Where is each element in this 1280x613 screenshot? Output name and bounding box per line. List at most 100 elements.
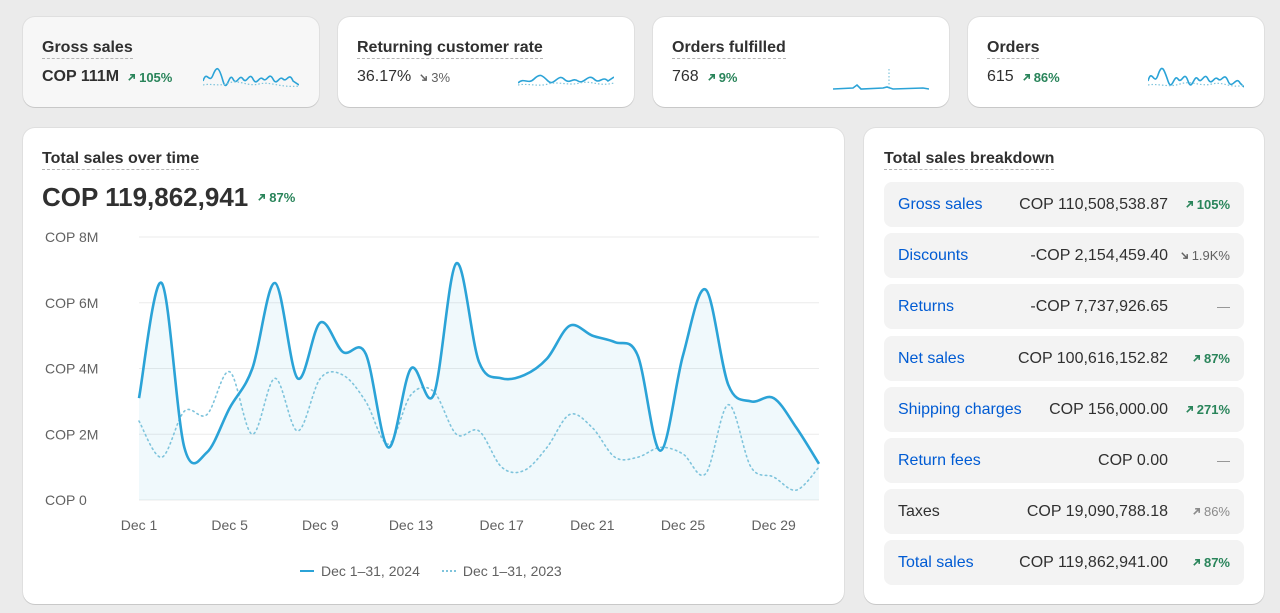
breakdown-label[interactable]: Return fees — [898, 451, 981, 469]
sparkline — [833, 69, 929, 90]
breakdown-value: -COP 2,154,459.40 — [1030, 246, 1168, 264]
y-tick-label: COP 4M — [45, 361, 98, 377]
breakdown-delta-value: 87% — [1203, 351, 1230, 366]
breakdown-label[interactable]: Net sales — [898, 349, 965, 367]
arrow-up-right-icon — [128, 73, 136, 81]
breakdown-delta-value: — — [1217, 299, 1230, 314]
y-tick-label: COP 6M — [45, 295, 98, 311]
breakdown-delta: 87% — [1168, 351, 1230, 366]
y-tick-label: COP 0 — [45, 492, 87, 508]
x-tick-label: Dec 1 — [121, 517, 158, 533]
sparkline — [518, 74, 614, 86]
kpi-title[interactable]: Orders fulfilled — [672, 39, 786, 59]
breakdown-label[interactable]: Shipping charges — [898, 400, 1022, 418]
arrow-up-right-icon — [1193, 354, 1200, 362]
arrow-down-right-icon — [1180, 252, 1188, 259]
y-tick-label: COP 2M — [45, 426, 98, 442]
kpi-delta: 9% — [707, 70, 738, 85]
breakdown-label: Taxes — [898, 502, 940, 520]
sales-total-delta: 87% — [257, 190, 295, 205]
breakdown-row: Total sales COP 119,862,941.00 87% — [884, 540, 1244, 585]
x-tick-label: Dec 21 — [570, 517, 615, 533]
breakdown-label[interactable]: Discounts — [898, 246, 969, 264]
breakdown-delta: 105% — [1168, 197, 1230, 212]
kpi-value: 615 — [987, 68, 1014, 85]
breakdown-delta-value: 1.9K% — [1191, 248, 1230, 263]
breakdown-delta-value: 86% — [1203, 504, 1230, 519]
breakdown-label[interactable]: Total sales — [898, 553, 974, 571]
sales-total-delta-value: 87% — [269, 190, 296, 205]
kpi-title[interactable]: Returning customer rate — [357, 39, 543, 59]
previous-series-line — [138, 370, 820, 492]
breakdown-row: Shipping charges COP 156,000.00 271% — [884, 387, 1244, 432]
kpi-delta: 86% — [1022, 70, 1060, 85]
sparkline — [203, 68, 299, 87]
sales-chart-card: Total sales over time COP 119,862,941 87… — [23, 128, 844, 604]
arrow-up-right-icon — [1193, 507, 1200, 515]
breakdown-delta-value: 87% — [1203, 555, 1230, 570]
kpi-delta: 3% — [419, 70, 450, 85]
breakdown-row: Returns -COP 7,737,926.65 — — [884, 284, 1244, 329]
x-tick-label: Dec 25 — [661, 517, 706, 533]
kpi-delta-value: 9% — [718, 69, 738, 85]
kpi-delta: 105% — [127, 70, 172, 85]
breakdown-delta-value: 105% — [1196, 197, 1230, 212]
arrow-down-right-icon — [420, 73, 428, 81]
breakdown-label[interactable]: Gross sales — [898, 195, 983, 213]
arrow-up-right-icon — [258, 193, 266, 201]
breakdown-value: -COP 7,737,926.65 — [1030, 297, 1168, 315]
chart-legend: Dec 1–31, 2024 Dec 1–31, 2023 — [300, 563, 562, 579]
sales-total-value: COP 119,862,941 — [42, 182, 249, 212]
kpi-card-returning-customer-rate[interactable]: Returning customer rate 36.17% 3% — [338, 17, 634, 107]
kpi-title[interactable]: Orders — [987, 39, 1040, 59]
sales-line-chart: COP 0 COP 2M COP 4M COP 6M COP 8M Dec 1 Dec 5… — [45, 229, 821, 533]
arrow-up-right-icon — [1185, 200, 1193, 208]
x-tick-label: Dec 5 — [211, 517, 248, 533]
breakdown-row: Discounts -COP 2,154,459.40 1.9K% — [884, 233, 1244, 278]
arrow-up-right-icon — [707, 73, 715, 81]
kpi-delta-value: 105% — [139, 69, 173, 85]
x-tick-label: Dec 13 — [389, 517, 434, 533]
breakdown-delta: — — [1168, 453, 1230, 468]
breakdown-delta-value: 271% — [1196, 402, 1230, 417]
breakdown-row: Return fees COP 0.00 — — [884, 438, 1244, 483]
legend-previous-label[interactable]: Dec 1–31, 2023 — [462, 563, 562, 579]
kpi-value: 768 — [672, 68, 699, 85]
kpi-card-gross-sales[interactable]: Gross sales COP 111M 105% — [23, 17, 319, 107]
x-tick-label: Dec 17 — [479, 517, 524, 533]
breakdown-delta: 87% — [1168, 555, 1230, 570]
breakdown-delta: — — [1168, 299, 1230, 314]
breakdown-delta: 86% — [1168, 504, 1230, 519]
breakdown-label[interactable]: Returns — [898, 297, 955, 315]
legend-current-label[interactable]: Dec 1–31, 2024 — [321, 563, 420, 579]
kpi-delta-value: 86% — [1033, 69, 1060, 85]
arrow-up-right-icon — [1193, 558, 1200, 566]
kpi-card-orders-fulfilled[interactable]: Orders fulfilled 768 9% — [653, 17, 949, 107]
arrow-up-right-icon — [1185, 405, 1193, 413]
breakdown-value: COP 110,508,538.87 — [1019, 195, 1168, 213]
sales-breakdown-card: Total sales breakdown Gross sales COP 110… — [864, 128, 1264, 604]
breakdown-row: Net sales COP 100,616,152.82 87% — [884, 336, 1244, 381]
kpi-value: 36.17% — [357, 68, 412, 85]
x-tick-label: Dec 29 — [751, 517, 796, 533]
breakdown-row: Taxes COP 19,090,788.18 86% — [884, 489, 1244, 534]
arrow-up-right-icon — [1022, 73, 1030, 81]
breakdown-value: COP 100,616,152.82 — [1017, 349, 1168, 367]
breakdown-value: COP 119,862,941.00 — [1019, 553, 1168, 571]
kpi-title[interactable]: Gross sales — [42, 39, 133, 59]
breakdown-delta: 1.9K% — [1168, 248, 1230, 263]
breakdown-delta: 271% — [1168, 402, 1230, 417]
kpi-delta-value: 3% — [431, 69, 451, 85]
breakdown-value: COP 19,090,788.18 — [1026, 502, 1168, 520]
breakdown-title[interactable]: Total sales breakdown — [884, 150, 1055, 170]
breakdown-value: COP 0.00 — [1098, 451, 1168, 469]
kpi-card-orders[interactable]: Orders 615 86% — [968, 17, 1264, 107]
sales-chart-title[interactable]: Total sales over time — [42, 150, 200, 170]
current-series-area — [139, 263, 819, 500]
legend-current-swatch — [300, 569, 314, 573]
kpi-value: COP 111M — [42, 68, 120, 85]
y-tick-label: COP 8M — [45, 229, 98, 245]
sparkline — [1148, 67, 1244, 88]
breakdown-value: COP 156,000.00 — [1049, 400, 1168, 418]
current-series-line — [137, 261, 821, 465]
